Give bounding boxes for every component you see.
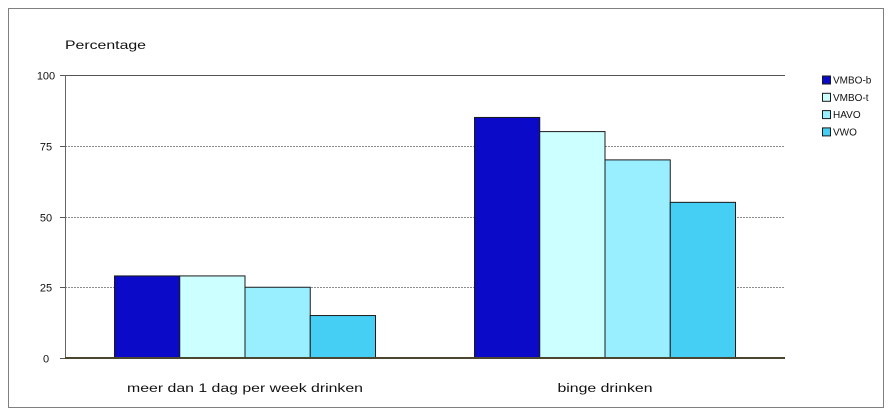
legend: VMBO-b VMBO-t HAVO VWO (822, 75, 872, 138)
y-axis-title: Percentage (65, 38, 146, 52)
bar-vwo-1 (669, 201, 736, 359)
legend-label-vwo: VWO (833, 127, 857, 138)
x-category-label: meer dan 1 dag per week drinken (127, 381, 363, 395)
bar-vmbo-b-0 (114, 275, 181, 359)
legend-swatch-vmbo-b (822, 75, 831, 85)
legend-label-vmbo-t: VMBO-t (833, 93, 869, 104)
bar-vwo-0 (309, 315, 376, 359)
y-tick-label: 100 (37, 71, 55, 83)
y-tick-label: 25 (40, 283, 52, 295)
axes: 0 25 50 75 100 meer dan 1 dag per week drinke… (37, 71, 785, 395)
legend-label-vmbo-b: VMBO-b (833, 76, 872, 87)
legend-swatch-vwo (822, 127, 831, 137)
x-category-label: binge drinken (557, 381, 652, 395)
bar-havo-1 (604, 159, 671, 359)
y-tick-label: 75 (40, 142, 52, 154)
bar-vmbo-b-1 (474, 116, 541, 359)
bar-havo-0 (244, 286, 311, 359)
bar-vmbo-t-0 (179, 275, 246, 359)
legend-swatch-vmbo-t (822, 92, 831, 102)
bars (114, 116, 736, 359)
legend-label-havo: HAVO (833, 110, 861, 121)
y-tick-label: 0 (43, 354, 49, 366)
bar-vmbo-t-1 (539, 131, 606, 359)
y-tick-label: 50 (40, 213, 52, 225)
legend-swatch-havo (822, 110, 831, 120)
